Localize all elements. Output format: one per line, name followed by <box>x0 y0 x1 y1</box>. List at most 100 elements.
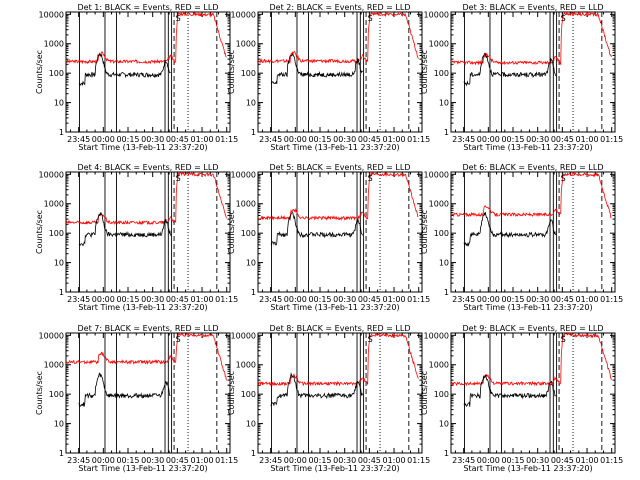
detector-panel-3: Det 3: BLACK = Events, RED = LLD 1 10 100 10… <box>420 3 623 152</box>
x-tick-label: 00:15 <box>308 135 331 144</box>
y-tick-label: 100 <box>49 229 64 238</box>
x-tick-label: 00:15 <box>116 456 139 465</box>
x-tick-label: 01:15 <box>215 135 238 144</box>
series-events-line <box>78 372 171 408</box>
series-events-line <box>270 372 363 407</box>
y-tick-label: 1 <box>251 449 256 458</box>
y-tick-label: 10000 <box>231 170 256 179</box>
y-tick-label: 1000 <box>44 40 64 49</box>
x-tick-label: 00:30 <box>141 295 164 304</box>
y-tick-label: 10000 <box>39 170 64 179</box>
series-lld-line <box>258 171 419 222</box>
series-lld-line <box>451 11 612 66</box>
x-tick-label: 00:15 <box>308 456 331 465</box>
x-tick-label: 00:15 <box>501 456 524 465</box>
x-tick-label: 23:45 <box>259 295 282 304</box>
sc-marker-label: S <box>176 174 181 183</box>
series-events-line <box>463 52 556 87</box>
y-tick-label: 10 <box>246 99 256 108</box>
y-tick-label: 1000 <box>236 200 256 209</box>
detector-panel-5: Det 5: BLACK = Events, RED = LLD 1 10 100 10… <box>227 163 430 312</box>
x-tick-label: 01:15 <box>407 456 430 465</box>
detector-panel-7: Det 7: BLACK = Events, RED = LLD 1 10 100 10… <box>35 324 238 473</box>
x-axis-label: Start Time (13-Feb-11 23:37:20) <box>270 464 399 473</box>
x-tick-label: 00:45 <box>551 456 574 465</box>
x-tick-label: 00:45 <box>358 135 381 144</box>
y-tick-label: 10000 <box>424 170 449 179</box>
x-tick-label: 00:00 <box>284 456 307 465</box>
series-events-line <box>78 52 171 86</box>
x-tick-label: 23:45 <box>67 135 90 144</box>
y-axis-label: Counts/sec <box>35 50 44 94</box>
x-tick-label: 01:00 <box>383 456 406 465</box>
x-tick-label: 00:00 <box>284 295 307 304</box>
y-tick-label: 10000 <box>424 331 449 340</box>
sc-marker-label: S <box>561 14 566 23</box>
x-tick-label: 01:00 <box>576 295 599 304</box>
panel-title: Det 6: BLACK = Events, RED = LLD <box>463 163 604 172</box>
series-lld-line <box>65 171 227 226</box>
sc-marker-label: S <box>368 14 373 23</box>
y-tick-label: 1 <box>59 288 64 297</box>
y-tick-label: 1 <box>444 128 449 137</box>
y-tick-label: 10000 <box>424 10 449 19</box>
x-tick-label: 23:45 <box>259 135 282 144</box>
x-tick-label: 01:00 <box>383 135 406 144</box>
x-tick-label: 00:30 <box>141 135 164 144</box>
x-tick-label: 23:45 <box>259 456 282 465</box>
x-axis-label: Start Time (13-Feb-11 23:37:20) <box>78 143 207 152</box>
x-tick-label: 00:15 <box>116 135 139 144</box>
series-lld-line <box>257 332 419 387</box>
x-tick-label: 23:45 <box>67 295 90 304</box>
x-tick-label: 23:45 <box>452 295 475 304</box>
y-tick-label: 10000 <box>231 10 256 19</box>
sc-marker-label: S <box>176 335 181 344</box>
x-tick-label: 23:45 <box>452 456 475 465</box>
x-tick-label: 00:15 <box>501 135 524 144</box>
y-tick-label: 1 <box>59 128 64 137</box>
panel-title: Det 4: BLACK = Events, RED = LLD <box>78 163 219 172</box>
x-tick-label: 01:00 <box>191 135 214 144</box>
x-tick-label: 00:30 <box>526 135 549 144</box>
plot-frame <box>65 332 231 454</box>
detector-panel-4: Det 4: BLACK = Events, RED = LLD 1 10 100 10… <box>35 163 238 312</box>
x-tick-label: 00:00 <box>92 295 115 304</box>
series-events-line <box>270 53 363 85</box>
y-axis-label: Counts/sec <box>420 371 429 415</box>
x-tick-label: 00:45 <box>166 295 189 304</box>
plot-frame <box>450 171 616 293</box>
x-tick-label: 01:00 <box>576 456 599 465</box>
plot-frame <box>450 332 616 454</box>
x-tick-label: 00:45 <box>358 456 381 465</box>
series-lld-line <box>257 11 419 64</box>
series-lld-line <box>66 11 227 65</box>
x-tick-label: 00:45 <box>358 295 381 304</box>
y-tick-label: 1 <box>251 288 256 297</box>
sc-marker-label: S <box>368 335 373 344</box>
panel-title: Det 2: BLACK = Events, RED = LLD <box>270 3 411 12</box>
x-axis-label: Start Time (13-Feb-11 23:37:20) <box>78 464 207 473</box>
plot-frame <box>257 171 423 293</box>
x-tick-label: 00:30 <box>333 135 356 144</box>
y-tick-label: 100 <box>49 390 64 399</box>
panel-title: Det 5: BLACK = Events, RED = LLD <box>270 163 411 172</box>
x-tick-label: 23:45 <box>67 456 90 465</box>
x-tick-label: 00:00 <box>92 135 115 144</box>
y-axis-label: Counts/sec <box>227 371 236 415</box>
series-events-line <box>463 374 556 407</box>
x-tick-label: 01:15 <box>600 295 623 304</box>
x-tick-label: 01:00 <box>191 456 214 465</box>
x-tick-label: 00:30 <box>526 295 549 304</box>
sc-marker-label: S <box>176 14 181 23</box>
x-tick-label: 01:15 <box>215 295 238 304</box>
sc-marker-label: S <box>561 174 566 183</box>
x-axis-label: Start Time (13-Feb-11 23:37:20) <box>270 143 399 152</box>
y-tick-label: 10000 <box>39 331 64 340</box>
detector-panel-9: Det 9: BLACK = Events, RED = LLD 1 10 100 10… <box>420 324 623 473</box>
x-tick-label: 00:45 <box>166 456 189 465</box>
y-tick-label: 100 <box>434 390 449 399</box>
x-tick-label: 00:45 <box>551 135 574 144</box>
sc-marker-label: S <box>368 174 373 183</box>
y-tick-label: 10 <box>439 259 449 268</box>
